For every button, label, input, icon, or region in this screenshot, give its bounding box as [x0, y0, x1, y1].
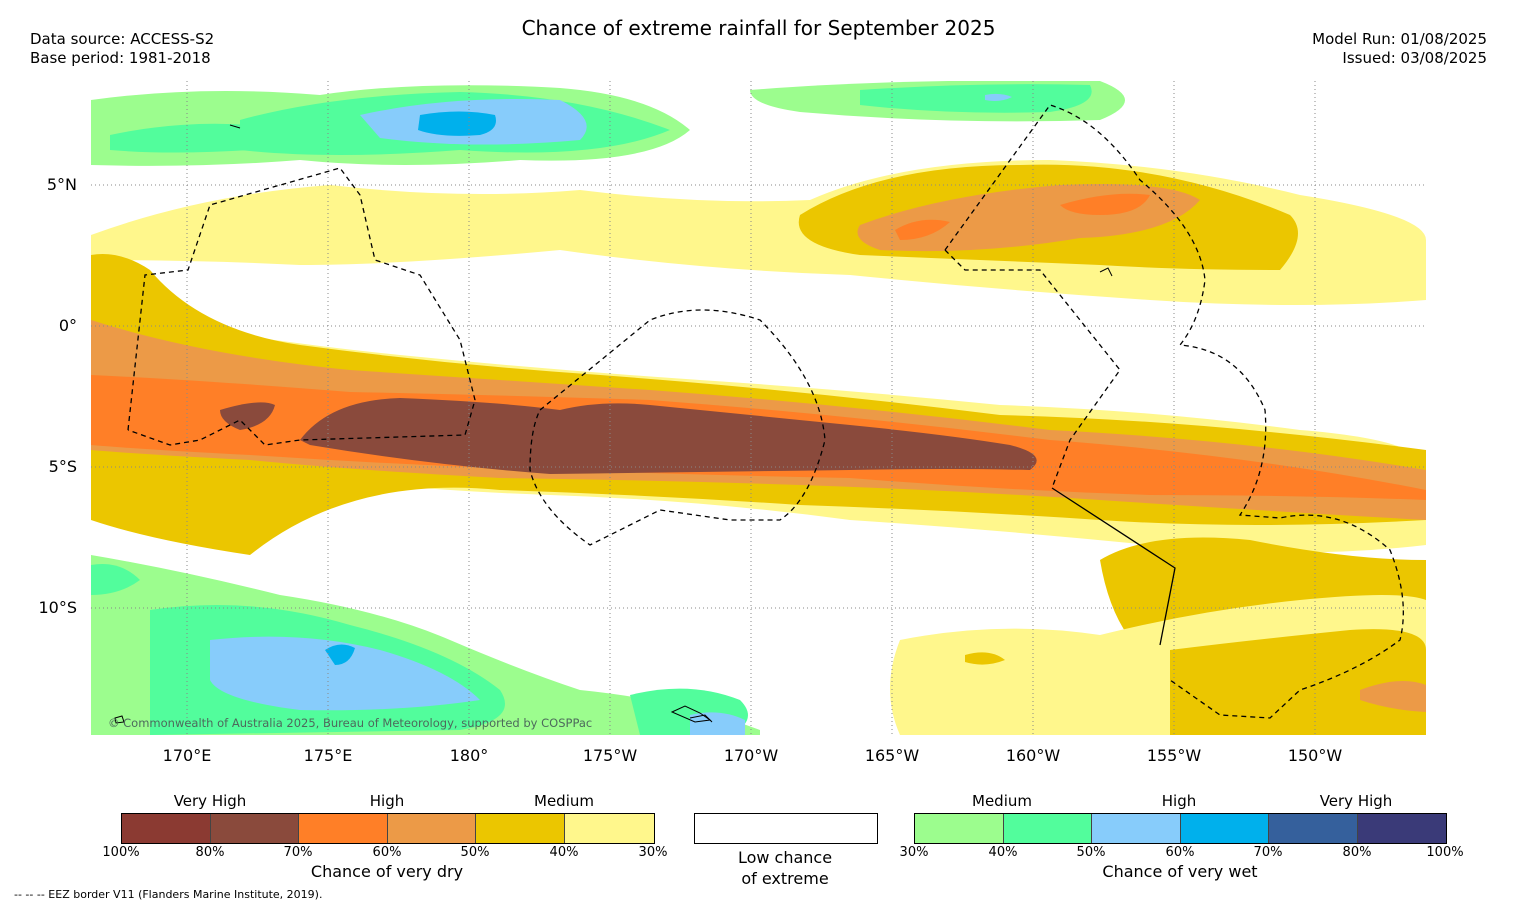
issued-date: Issued: 03/08/2025 [1342, 49, 1487, 67]
dry-pct-80: 80% [195, 845, 225, 860]
wet-pct-80: 80% [1342, 845, 1372, 860]
model-run: Model Run: 01/08/2025 [1312, 30, 1487, 48]
dry-level-medium: Medium [534, 792, 594, 810]
dry-swatch [299, 814, 388, 843]
base-period: Base period: 1981-2018 [30, 49, 211, 67]
dry-swatch [388, 814, 476, 843]
wet-pct-60: 60% [1165, 845, 1195, 860]
lat-label-0: 0° [58, 316, 77, 335]
lon-label-155w: 155°W [1146, 746, 1202, 765]
wet-pct-40: 40% [988, 845, 1018, 860]
dry-level-high: High [369, 792, 405, 810]
dry-pct-40: 40% [549, 845, 579, 860]
lat-label-5s: 5°S [48, 457, 77, 476]
wet-swatch [915, 814, 1004, 843]
dry-pct-100: 100% [102, 845, 140, 860]
wet-pct-50: 50% [1076, 845, 1106, 860]
wet-swatch [1004, 814, 1092, 843]
map-fields [91, 81, 1426, 735]
wet-level-high: High [1161, 792, 1197, 810]
dry-pct-30: 30% [638, 845, 668, 860]
dry-swatch [211, 814, 299, 843]
eez-borders [127, 104, 1404, 719]
dry-level-very-high: Very High [173, 792, 247, 810]
wet-pct-70: 70% [1253, 845, 1283, 860]
lon-label-175e: 175°E [303, 746, 353, 765]
wet-swatch [1269, 814, 1358, 843]
dry-swatch [565, 814, 654, 843]
lon-label-170e: 170°E [162, 746, 212, 765]
dry-swatch [476, 814, 565, 843]
lon-label-165w: 165°W [864, 746, 920, 765]
data-source: Data source: ACCESS-S2 [30, 30, 215, 48]
lon-label-160w: 160°W [1005, 746, 1061, 765]
wet-swatch [1358, 814, 1446, 843]
wet-swatch [1092, 814, 1181, 843]
lon-label-175w: 175°W [582, 746, 638, 765]
solid-boundary [1051, 487, 1176, 646]
low-chance-caption-1: Low chance [737, 848, 833, 867]
lon-label-150w: 150°W [1287, 746, 1343, 765]
dry-pct-60: 60% [372, 845, 402, 860]
low-chance-caption-2: of extreme [741, 869, 829, 888]
lon-label-180: 180° [449, 746, 489, 765]
dry-colorbar [121, 813, 655, 844]
wet-pct-100: 100% [1426, 845, 1464, 860]
lat-label-10s: 10°S [38, 598, 77, 617]
dry-pct-70: 70% [283, 845, 313, 860]
wet-level-medium: Medium [972, 792, 1032, 810]
low-chance-swatch [694, 813, 878, 844]
wet-level-very-high: Very High [1319, 792, 1393, 810]
eez-border-note: -- -- -- EEZ border V11 (Flanders Marine… [14, 888, 323, 901]
wet-colorbar [914, 813, 1447, 844]
dry-swatch [122, 814, 211, 843]
lon-label-170w: 170°W [723, 746, 779, 765]
map-grid [91, 81, 1426, 735]
copyright-note: © Commonwealth of Australia 2025, Bureau… [108, 716, 593, 730]
dry-pct-50: 50% [460, 845, 490, 860]
wet-pct-30: 30% [899, 845, 929, 860]
map-title: Chance of extreme rainfall for September… [521, 16, 996, 40]
islands [114, 124, 1113, 724]
lat-label-5n: 5°N [46, 175, 77, 194]
wet-legend-caption: Chance of very wet [1102, 862, 1258, 881]
wet-swatch [1181, 814, 1269, 843]
dry-legend-caption: Chance of very dry [310, 862, 464, 881]
